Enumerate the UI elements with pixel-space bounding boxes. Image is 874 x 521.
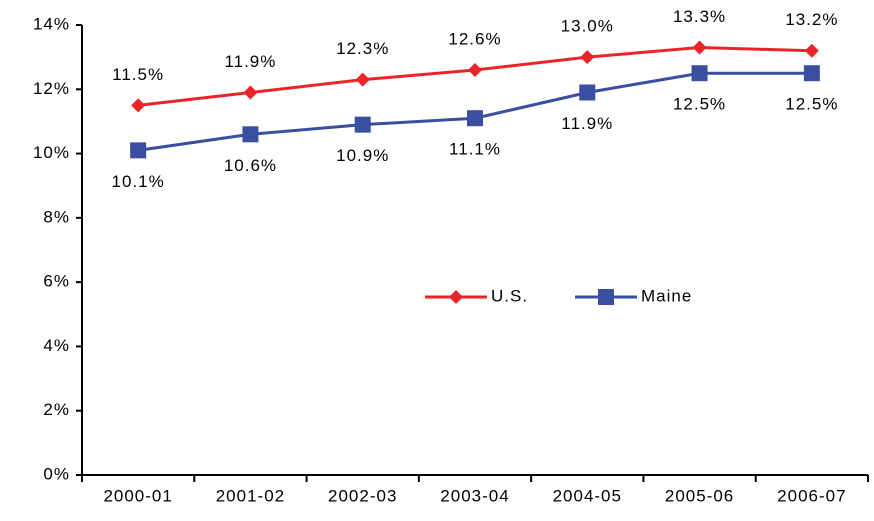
data-label: 13.2% [785,10,838,29]
data-label: 11.9% [561,114,613,133]
data-label: 12.6% [448,29,501,48]
legend-label: U.S. [491,286,528,305]
x-tick-label: 2003-04 [440,486,509,505]
data-label: 12.3% [336,39,389,58]
x-tick-label: 2006-07 [777,486,846,505]
y-tick-label: 10% [33,143,70,162]
data-point [131,98,146,113]
data-point [355,72,370,87]
x-tick-label: 2000-01 [103,486,172,505]
data-label: 11.5% [112,65,164,84]
y-tick-label: 2% [43,400,70,419]
data-point [804,43,819,58]
y-tick-label: 12% [33,79,70,98]
y-tick-label: 6% [43,272,70,291]
data-label: 10.6% [224,156,277,175]
data-point [242,126,259,143]
data-label: 13.3% [673,7,726,26]
data-label: 10.9% [336,146,389,165]
data-label: 13.0% [561,17,614,36]
data-point [579,84,596,101]
x-tick-label: 2002-03 [328,486,397,505]
y-tick-label: 8% [43,207,70,226]
data-point [468,63,482,77]
y-tick-label: 14% [33,14,70,33]
y-tick-label: 0% [43,464,70,483]
data-point [692,40,707,55]
data-point [354,116,371,133]
legend-label: Maine [641,286,692,305]
data-label: 11.9% [224,52,276,71]
data-point [467,110,483,127]
data-label: 12.5% [785,95,838,114]
x-tick-label: 2004-05 [553,486,622,505]
data-point [243,85,258,100]
data-point [130,142,147,159]
x-tick-label: 2005-06 [665,486,734,505]
data-point [803,65,820,82]
legend-marker [449,290,463,304]
data-point [691,65,708,82]
x-tick-label: 2001-02 [216,486,285,505]
data-label: 11.1% [449,140,501,159]
data-label: 10.1% [112,172,165,191]
data-point [580,50,595,65]
data-label: 12.5% [673,95,726,114]
y-tick-label: 4% [43,336,70,355]
legend-marker [598,289,614,305]
